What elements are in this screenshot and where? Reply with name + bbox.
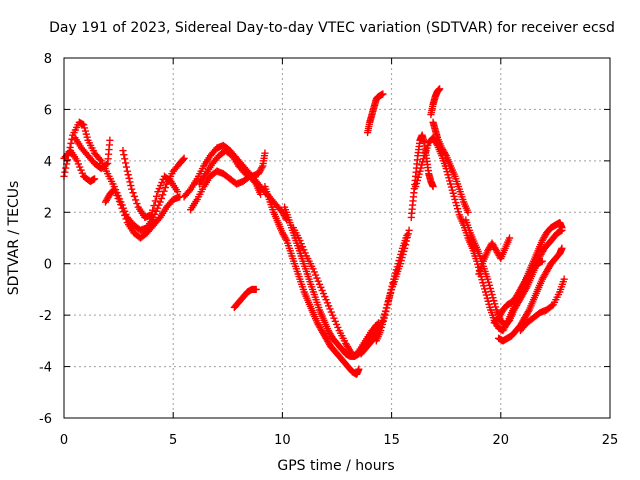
data-point <box>118 204 126 212</box>
y-tick-label: 8 <box>44 52 52 67</box>
data-point <box>384 297 393 305</box>
data-point <box>125 174 133 182</box>
y-tick-label: -4 <box>39 361 52 376</box>
data-point <box>505 234 514 242</box>
data-point <box>384 300 392 308</box>
data-point <box>61 168 69 176</box>
data-point <box>122 163 131 171</box>
data-point <box>127 181 135 190</box>
data-point <box>121 155 129 163</box>
data-point <box>96 155 104 163</box>
data-point <box>117 200 125 209</box>
data-point <box>132 196 140 204</box>
data-point <box>128 185 136 193</box>
data-point <box>405 226 413 234</box>
data-point <box>385 293 394 301</box>
data-point <box>156 198 164 206</box>
data-point <box>436 85 444 93</box>
data-point <box>379 90 387 98</box>
data-point <box>121 211 129 219</box>
data-point <box>252 285 260 294</box>
data-point <box>355 365 363 373</box>
y-tick-label: 2 <box>44 206 52 221</box>
data-point <box>173 188 182 196</box>
data-point <box>106 136 114 144</box>
data-point <box>67 139 75 147</box>
data-point <box>160 187 168 195</box>
data-point <box>389 279 397 287</box>
data-point <box>119 146 127 155</box>
data-point <box>102 160 110 169</box>
data-point <box>261 149 269 157</box>
data-point <box>404 230 412 238</box>
data-point <box>151 197 159 205</box>
data-point <box>382 307 390 316</box>
data-point <box>282 235 290 243</box>
data-point <box>150 202 158 210</box>
y-tick-label: 0 <box>44 258 52 273</box>
y-axis-title: SDTVAR / TECUs <box>6 181 22 296</box>
x-axis-title: GPS time / hours <box>277 458 394 474</box>
data-point <box>256 190 265 198</box>
data-point <box>157 194 166 202</box>
data-point <box>558 244 566 252</box>
axis-ticks: 0 5 10 15 20 25 -6 -4 -2 0 2 4 6 8 <box>39 52 618 448</box>
x-tick-label: 5 <box>169 433 177 448</box>
data-point <box>180 154 188 162</box>
x-tick-label: 25 <box>602 433 619 448</box>
data-point <box>129 189 137 197</box>
chart-title: Day 191 of 2023, Sidereal Day-to-day VTE… <box>49 20 615 36</box>
x-tick-label: 20 <box>493 433 510 448</box>
data-point <box>388 282 396 290</box>
plot-frame <box>63 57 611 419</box>
data-point <box>548 302 556 310</box>
data-point <box>126 178 134 186</box>
data-point <box>119 208 128 216</box>
data-point <box>558 226 566 234</box>
data-point <box>258 163 266 172</box>
data-point <box>133 199 141 208</box>
data-point <box>560 275 568 283</box>
data-point <box>538 257 546 265</box>
data-point <box>90 175 99 183</box>
data-points <box>60 85 568 378</box>
data-point <box>403 231 411 240</box>
x-tick-label: 0 <box>60 433 68 448</box>
data-point <box>251 178 259 187</box>
data-point <box>121 159 130 167</box>
data-point <box>441 150 449 158</box>
data-point <box>159 191 167 199</box>
data-point <box>149 206 157 214</box>
data-point <box>381 311 389 319</box>
data-point <box>124 171 132 179</box>
data-point <box>62 164 70 172</box>
y-tick-label: 4 <box>44 155 52 170</box>
y-tick-label: -2 <box>39 309 52 324</box>
data-point <box>120 151 128 159</box>
data-point <box>179 155 187 163</box>
data-point <box>153 192 161 200</box>
data-point <box>386 289 394 298</box>
data-point <box>123 167 131 175</box>
data-point <box>130 192 138 200</box>
y-tick-label: -6 <box>39 412 52 427</box>
x-tick-label: 15 <box>383 433 400 448</box>
data-point <box>387 286 395 294</box>
data-point <box>524 307 532 316</box>
y-tick-label: 6 <box>44 103 52 118</box>
data-point <box>122 215 130 223</box>
data-point <box>147 211 155 219</box>
x-tick-label: 10 <box>274 433 291 448</box>
data-point <box>464 208 472 216</box>
data-point <box>161 184 169 192</box>
data-point <box>185 187 193 195</box>
grid <box>64 58 610 418</box>
data-point <box>429 182 437 191</box>
data-point <box>383 304 391 312</box>
